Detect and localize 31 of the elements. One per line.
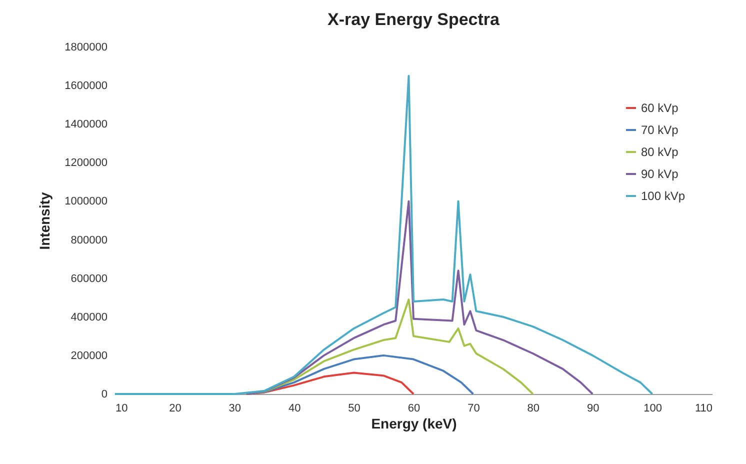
- x-tick-label: 40: [288, 402, 301, 414]
- y-tick-label: 800000: [70, 234, 108, 246]
- y-tick-label: 1400000: [64, 118, 108, 131]
- y-tick-label: 200000: [70, 350, 108, 362]
- x-tick-label: 110: [694, 402, 712, 414]
- x-tick-label: 20: [169, 402, 182, 414]
- x-tick-label: 100: [644, 402, 662, 414]
- x-tick-label: 30: [228, 402, 242, 414]
- y-tick-label: 1000000: [64, 196, 108, 208]
- y-tick-label: 0: [101, 388, 108, 400]
- x-tick-label: 90: [586, 402, 600, 414]
- legend-label: 90 kVp: [641, 167, 679, 181]
- x-axis-title: Energy (keV): [371, 416, 457, 432]
- y-tick-label: 1800000: [64, 42, 108, 54]
- legend-label: 70 kVp: [641, 123, 679, 137]
- y-tick-label: 1200000: [64, 157, 108, 170]
- y-axis-title: Intensity: [36, 192, 53, 250]
- x-tick-label: 10: [116, 402, 128, 414]
- legend-label: 80 kVp: [641, 145, 679, 159]
- x-tick-label: 70: [468, 402, 480, 414]
- y-tick-label: 600000: [70, 272, 108, 285]
- legend-label: 100 kVp: [641, 189, 686, 203]
- y-tick-label: 400000: [70, 311, 108, 324]
- legend-label: 60 kVp: [641, 101, 679, 115]
- x-tick-label: 60: [408, 402, 420, 414]
- line-series: [245, 298, 534, 395]
- chart-title: X-ray Energy Spectra: [328, 10, 500, 29]
- line-series: [245, 200, 594, 395]
- x-tick-label: 80: [527, 402, 540, 414]
- y-tick-label: 1600000: [64, 80, 108, 92]
- x-tick-label: 50: [348, 402, 360, 414]
